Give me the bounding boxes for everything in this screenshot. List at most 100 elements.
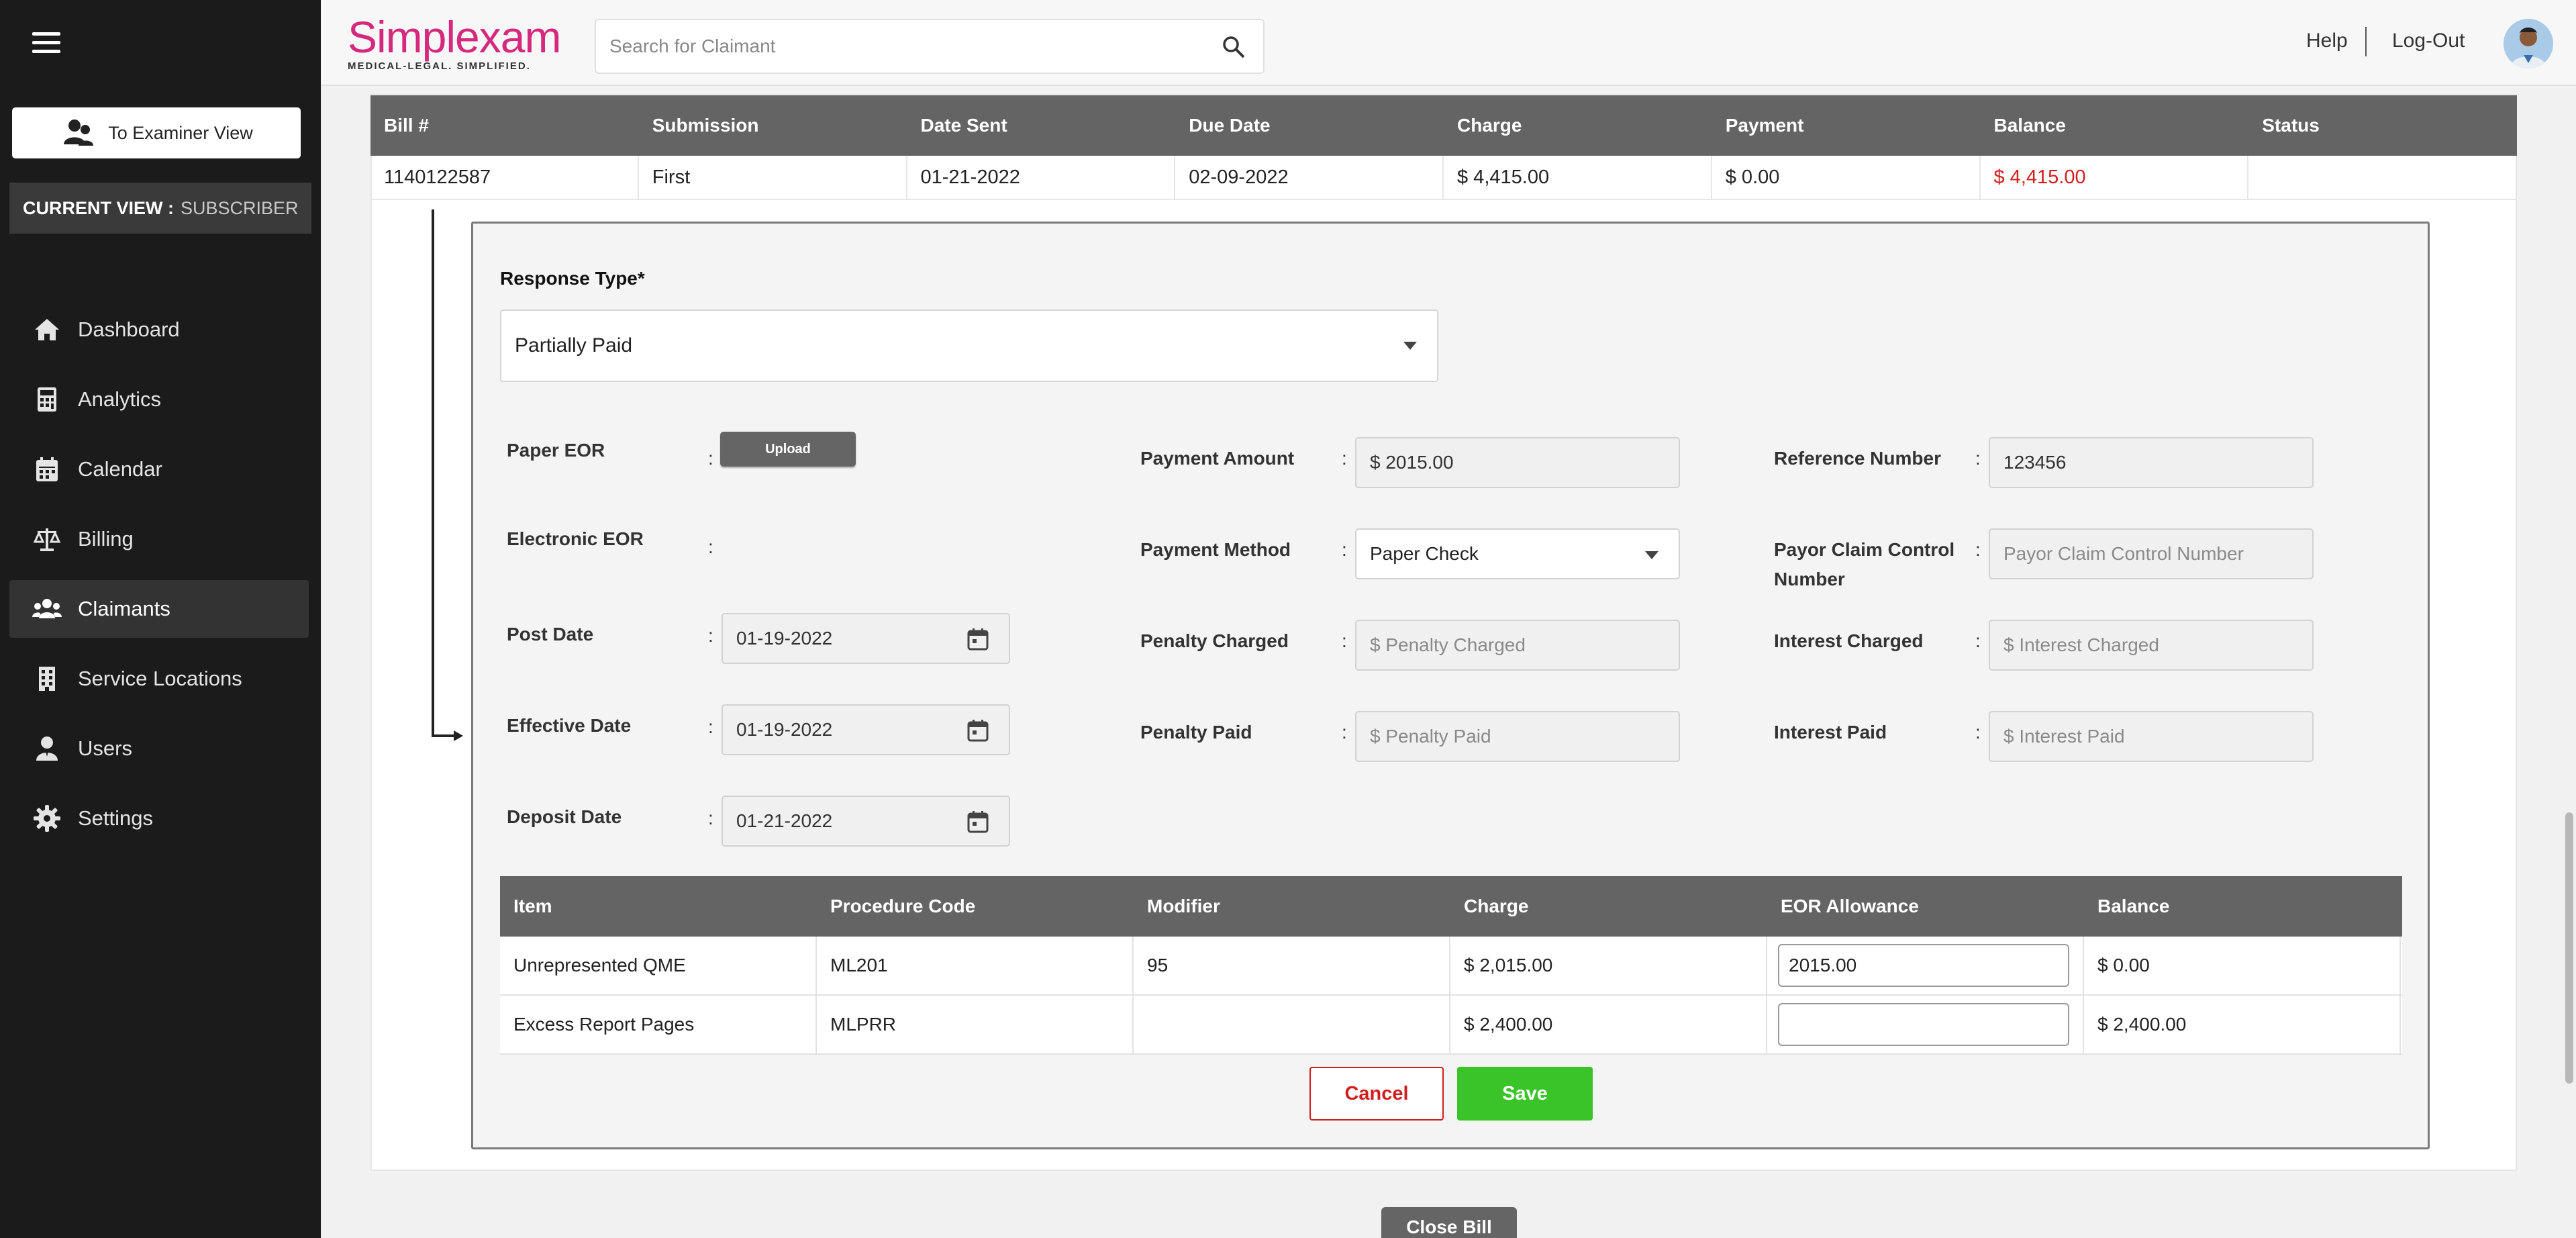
sidebar-item-label: Analytics (78, 387, 162, 411)
calendar-icon[interactable] (967, 628, 989, 651)
post-date-value: 01-19-2022 (736, 628, 833, 649)
eor-allowance-cell: 2015.00 (1767, 937, 2084, 994)
sidebar: To Examiner View CURRENT VIEW : SUBSCRIB… (0, 0, 321, 1238)
payor-claim-label-line2: Number (1774, 569, 1845, 589)
item-cell: Excess Report Pages (500, 996, 817, 1053)
user-icon (32, 734, 62, 763)
table-row: Excess Report Pages MLPRR $ 2,400.00 $ 2… (500, 996, 2402, 1055)
examiner-users-icon (64, 120, 94, 146)
colon: : (1342, 722, 1347, 743)
eor-allowance-cell (1767, 996, 2084, 1053)
colon: : (1975, 722, 1981, 743)
colon: : (1342, 539, 1347, 560)
simplexam-logo[interactable]: Simplexam MEDICAL-LEGAL. SIMPLIFIED. (348, 15, 561, 72)
colon: : (708, 716, 713, 737)
response-type-select[interactable]: Partially Paid (500, 310, 1438, 382)
charge-cell: $ 2,400.00 (1450, 996, 1767, 1053)
cancel-button[interactable]: Cancel (1309, 1067, 1444, 1121)
home-icon (32, 315, 62, 344)
users-group-icon (32, 594, 62, 624)
column-header: Date Sent (920, 115, 1007, 136)
sidebar-item-settings[interactable]: Settings (9, 790, 309, 847)
hamburger-menu-icon[interactable] (32, 32, 60, 54)
date-sent-cell: 01-21-2022 (907, 156, 1176, 199)
post-date-input[interactable]: 01-19-2022 (722, 613, 1010, 664)
column-header: Procedure Code (830, 896, 976, 916)
column-header: Modifier (1147, 896, 1220, 916)
colon: : (1975, 630, 1981, 651)
calendar-icon[interactable] (967, 810, 989, 833)
bill-table-header: Bill # Submission Date Sent Due Date Cha… (370, 95, 2517, 156)
interest-paid-input[interactable]: $ Interest Paid (1989, 711, 2314, 762)
chevron-down-icon (1645, 551, 1658, 559)
submission-cell: First (639, 156, 907, 199)
deposit-date-input[interactable]: 01-21-2022 (722, 796, 1010, 847)
payment-method-value: Paper Check (1370, 543, 1479, 564)
balance-cell: $ 4,415.00 (1981, 156, 2249, 199)
payor-claim-control-number-input[interactable]: Payor Claim Control Number (1989, 528, 2314, 579)
reference-number-input[interactable]: 123456 (1989, 437, 2314, 488)
penalty-paid-input[interactable]: $ Penalty Paid (1355, 711, 1680, 762)
to-examiner-view-label: To Examiner View (108, 122, 253, 143)
avatar[interactable] (2504, 19, 2553, 68)
upload-button[interactable]: Upload (720, 432, 856, 467)
sidebar-item-claimants[interactable]: Claimants (9, 580, 309, 638)
sidebar-item-billing[interactable]: Billing (9, 510, 309, 568)
line-items-header: Item Procedure Code Modifier Charge EOR … (500, 876, 2402, 937)
chevron-down-icon (1403, 342, 1417, 350)
calendar-icon (32, 455, 62, 484)
status-cell (2248, 156, 2517, 199)
penalty-charged-input[interactable]: $ Penalty Charged (1355, 620, 1680, 671)
sidebar-item-users[interactable]: Users (9, 720, 309, 777)
column-header: EOR Allowance (1781, 896, 1919, 916)
charge-cell: $ 4,415.00 (1444, 156, 1712, 199)
bill-table: Bill # Submission Date Sent Due Date Cha… (370, 95, 2517, 200)
sidebar-item-dashboard[interactable]: Dashboard (9, 301, 309, 359)
paper-eor-label: Paper EOR (507, 440, 605, 461)
to-examiner-view-button[interactable]: To Examiner View (12, 107, 301, 158)
gear-icon (32, 804, 62, 833)
interest-charged-input[interactable]: $ Interest Charged (1989, 620, 2314, 671)
search-icon[interactable] (1222, 35, 1246, 59)
interest-paid-label: Interest Paid (1774, 722, 1887, 743)
interest-paid-placeholder: $ Interest Paid (2003, 726, 2125, 747)
close-bill-button[interactable]: Close Bill (1381, 1207, 1517, 1238)
balance-cell: $ 2,400.00 (2084, 996, 2401, 1053)
colon: : (708, 808, 713, 828)
colon: : (708, 625, 713, 646)
help-link[interactable]: Help (2306, 30, 2348, 52)
logout-link[interactable]: Log-Out (2392, 30, 2465, 52)
bill-number-cell: 1140122587 (370, 156, 639, 199)
payment-amount-input[interactable]: $ 2015.00 (1355, 437, 1680, 488)
eor-allowance-input[interactable]: 2015.00 (1778, 944, 2069, 987)
sidebar-item-label: Billing (78, 527, 134, 551)
column-header: Item (513, 896, 552, 916)
effective-date-label: Effective Date (507, 715, 632, 736)
table-row[interactable]: 1140122587 First 01-21-2022 02-09-2022 $… (370, 156, 2517, 200)
tree-connector-branch (432, 734, 460, 737)
payor-claim-label-line1: Payor Claim Control (1774, 539, 1955, 560)
due-date-cell: 02-09-2022 (1175, 156, 1444, 199)
calculator-icon (32, 385, 62, 414)
modifier-cell: 95 (1134, 937, 1450, 994)
column-header: Balance (1993, 115, 2066, 136)
post-date-label: Post Date (507, 624, 594, 645)
column-header: Status (2262, 115, 2320, 136)
save-button[interactable]: Save (1457, 1067, 1593, 1121)
response-panel: Response Type* Partially Paid Paper EOR … (471, 222, 2430, 1149)
effective-date-value: 01-19-2022 (736, 719, 833, 740)
claimant-search-input[interactable]: Search for Claimant (595, 19, 1265, 74)
calendar-icon[interactable] (967, 719, 989, 742)
sidebar-item-label: Calendar (78, 457, 162, 481)
payor-claim-placeholder: Payor Claim Control Number (2003, 543, 2244, 564)
sidebar-item-analytics[interactable]: Analytics (9, 371, 309, 428)
balance-cell: $ 0.00 (2084, 937, 2401, 994)
sidebar-item-service-locations[interactable]: Service Locations (9, 650, 309, 708)
payment-method-label: Payment Method (1140, 539, 1291, 560)
page-scrollbar[interactable] (2565, 812, 2573, 1084)
payment-method-select[interactable]: Paper Check (1355, 528, 1680, 579)
effective-date-input[interactable]: 01-19-2022 (722, 704, 1010, 755)
eor-allowance-input[interactable] (1778, 1003, 2069, 1046)
sidebar-item-calendar[interactable]: Calendar (9, 440, 309, 498)
penalty-paid-placeholder: $ Penalty Paid (1370, 726, 1491, 747)
